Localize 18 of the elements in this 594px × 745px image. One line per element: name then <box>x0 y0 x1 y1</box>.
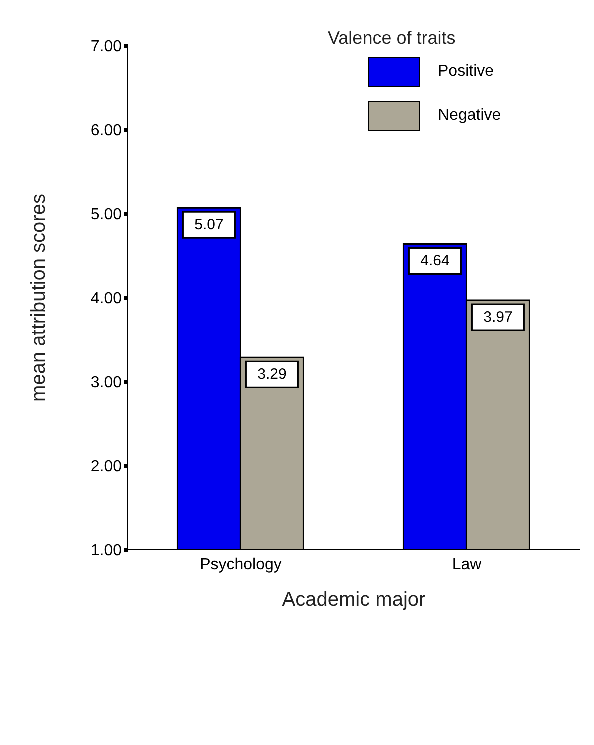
y-tick-label: 1.00 <box>90 542 122 560</box>
legend-label: Positive <box>438 63 494 81</box>
y-axis-title: mean attribution scores <box>28 194 50 402</box>
x-tick-label: Law <box>452 556 482 574</box>
y-tick-label: 2.00 <box>90 458 122 476</box>
y-tick-label: 5.00 <box>90 206 122 224</box>
legend-title: Valence of traits <box>328 28 457 49</box>
y-tick-label: 7.00 <box>90 38 122 56</box>
y-tick-label: 6.00 <box>90 122 122 140</box>
data-label: 3.29 <box>258 366 287 384</box>
legend-label: Negative <box>438 107 502 125</box>
y-tick-label: 4.00 <box>90 290 122 308</box>
y-tick-label: 3.00 <box>90 374 122 392</box>
x-tick-label: Psychology <box>200 556 282 574</box>
data-label: 5.07 <box>194 216 224 234</box>
data-label: 4.64 <box>420 252 450 270</box>
x-axis-title: Academic major <box>282 589 426 611</box>
data-label: 3.97 <box>484 309 513 326</box>
